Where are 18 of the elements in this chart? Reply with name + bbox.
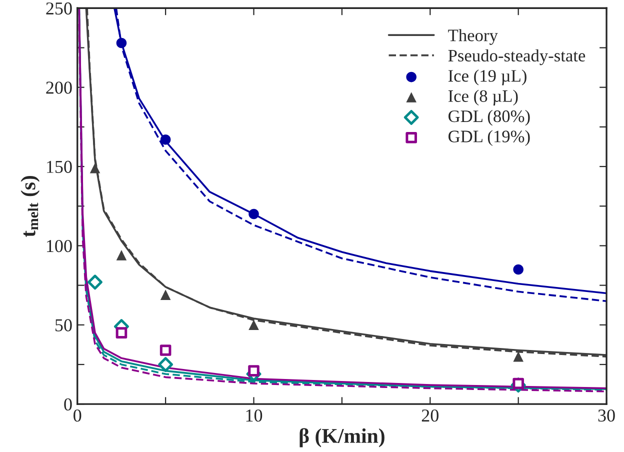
legend-label: Theory [448,29,498,45]
x-tick-label: 20 [422,409,438,422]
x-tick-label: 0 [74,409,82,422]
y-axis-title: t$_{melt}$ (s) [20,176,40,238]
y-tick-label: 250 [46,2,72,15]
y-tick-label: 150 [47,160,72,173]
x-tick-label: 30 [598,409,615,422]
x-axis-title: β (K/min) [300,428,384,448]
legend-label: GDL (80%) [448,110,530,126]
y-tick-label: 0 [64,398,72,411]
legend-label: GDL (19%) [448,130,530,146]
y-tick-label: 200 [46,82,72,94]
y-tick-label: 100 [47,240,72,252]
legend-label: Pseudo-steady-state [448,49,586,66]
legend-label: Ice (8 µL) [448,90,518,106]
legend-label: Ice (19 µL) [448,70,526,86]
x-tick-label: 10 [246,409,262,422]
y-tick-label: 50 [56,319,72,332]
